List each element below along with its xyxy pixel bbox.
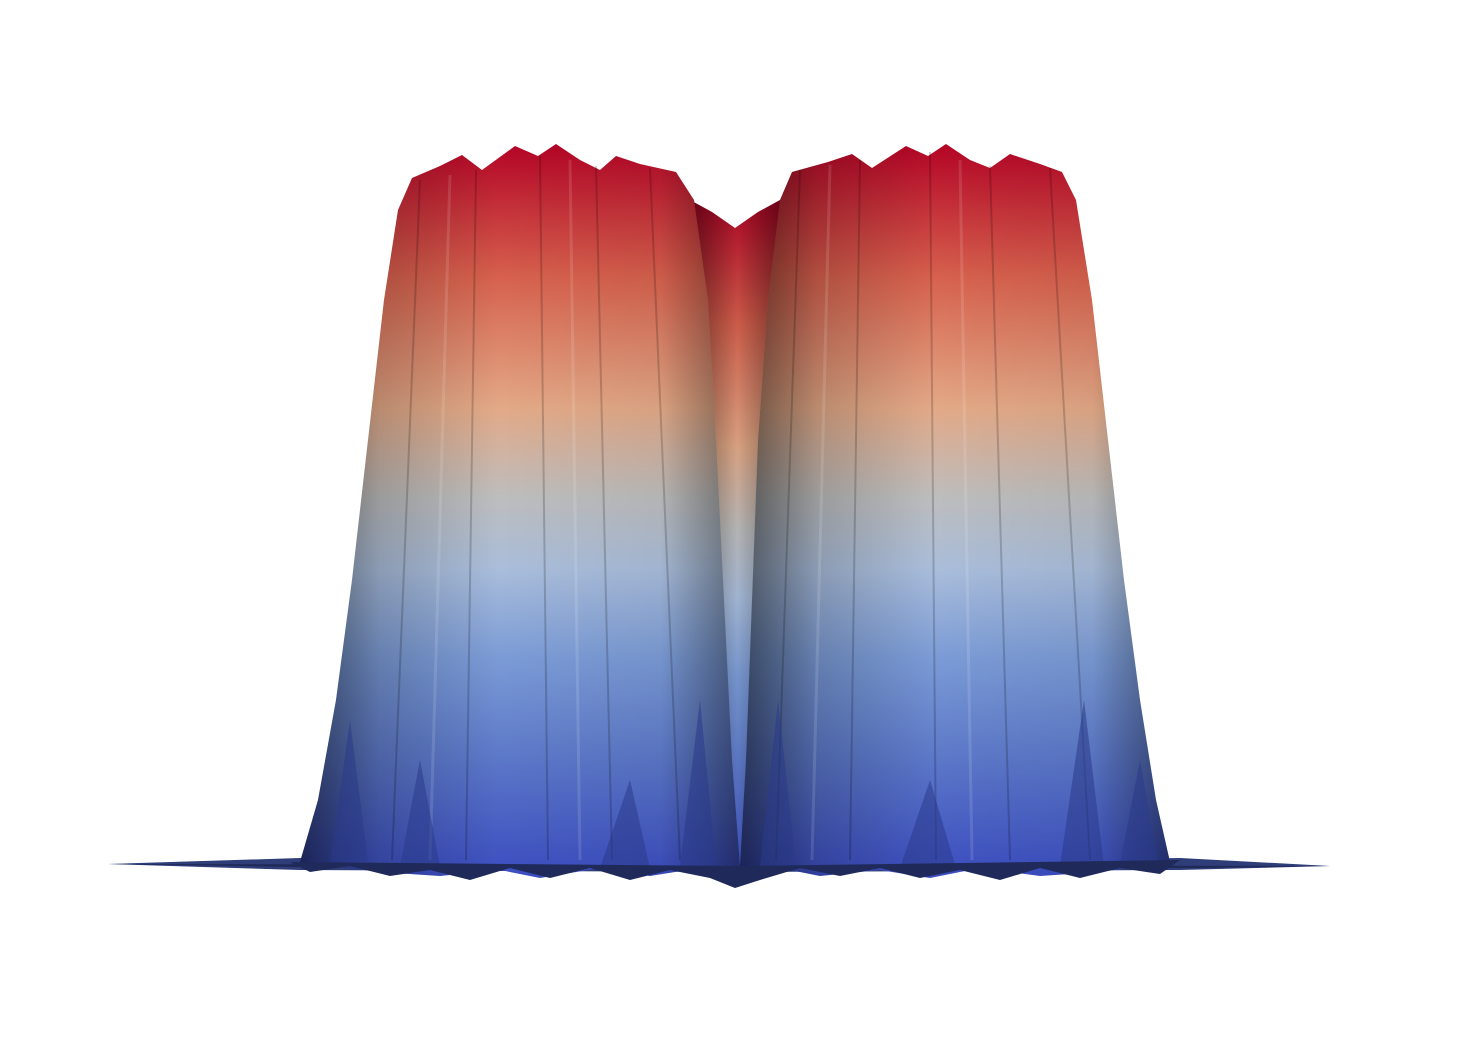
mesh-facets [391,151,1091,861]
base-skirt [290,860,1180,888]
base-spikes [330,700,1158,868]
mesh-highlights [428,159,974,861]
